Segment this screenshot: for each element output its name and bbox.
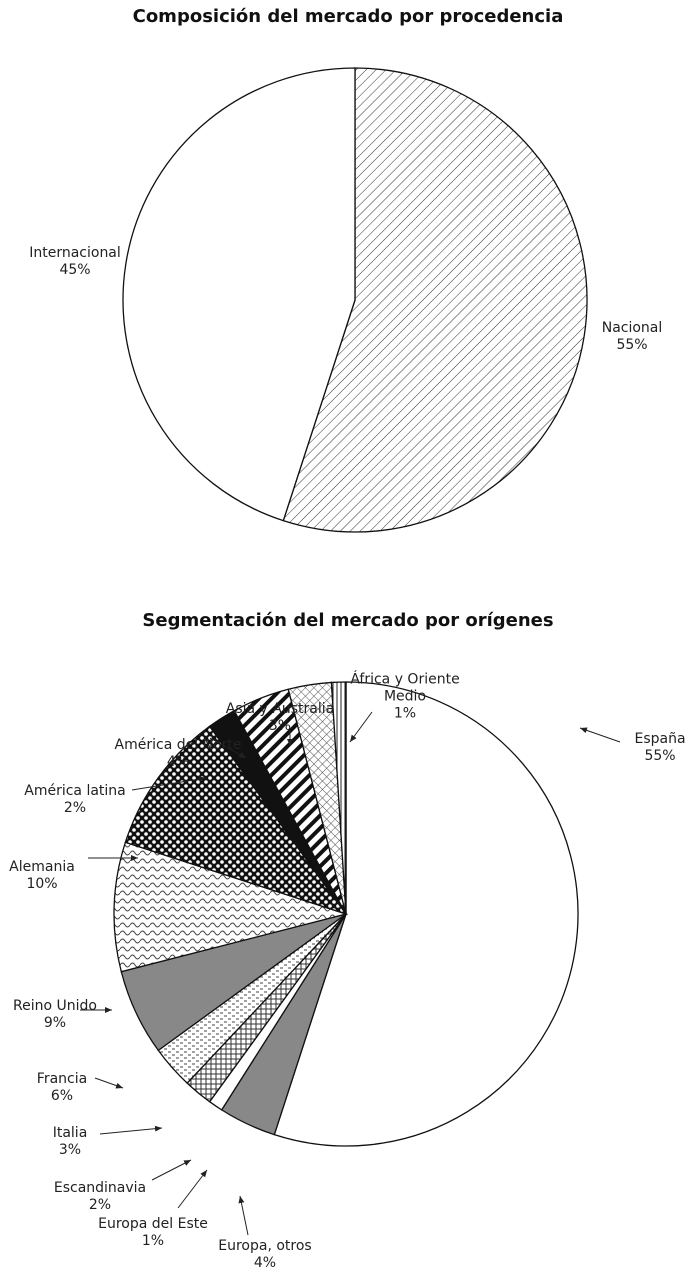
category-label: Nacional xyxy=(601,320,663,336)
category-label: Alemania xyxy=(9,859,75,875)
value-label: 6% xyxy=(50,1088,74,1104)
value-label: 10% xyxy=(26,876,58,892)
arrow xyxy=(94,1077,124,1089)
category-label: África y Oriente Medio xyxy=(350,671,460,705)
slice-label: América del Norte 4% xyxy=(93,737,263,771)
arrow xyxy=(349,711,373,743)
slice-label: Asia y Australia 3% xyxy=(195,701,365,735)
value-label: 9% xyxy=(43,1015,67,1031)
slice-label: Alemania 10% xyxy=(0,859,127,893)
pie-slice xyxy=(124,725,348,916)
value-label: 55% xyxy=(616,337,648,353)
value-label: 1% xyxy=(393,705,417,722)
value-label: 3% xyxy=(268,718,292,734)
arrow xyxy=(99,1125,163,1135)
chart-title: Segmentación del mercado por orígenes xyxy=(142,610,554,631)
slice-label: Francia 6% xyxy=(0,1071,147,1105)
value-label: 55% xyxy=(644,748,676,764)
category-label: Francia xyxy=(36,1071,88,1087)
value-label: 3% xyxy=(58,1142,82,1158)
pie-slice xyxy=(113,841,349,973)
slice-label: Nacional 55% xyxy=(547,320,696,354)
pie-slice xyxy=(273,681,579,1147)
category-label: Europa, otros xyxy=(218,1238,312,1254)
slice-label: Reino Unido 9% xyxy=(0,998,140,1032)
value-label: 4% xyxy=(253,1255,277,1271)
slice-label: América latina 2% xyxy=(0,783,160,817)
value-label: 2% xyxy=(88,1197,112,1213)
value-label: 45% xyxy=(59,262,91,278)
pie-slice xyxy=(282,67,588,533)
arrow xyxy=(151,1159,192,1181)
category-label: Italia xyxy=(52,1125,88,1141)
category-label: Asia y Australia xyxy=(225,701,335,717)
arrow xyxy=(131,776,207,791)
slice-label: España 55% xyxy=(575,731,696,765)
slice-label: Europa, otros 4% xyxy=(180,1238,350,1272)
arrow xyxy=(209,737,247,759)
category-label: Reino Unido xyxy=(13,998,97,1014)
arrow xyxy=(177,1169,208,1209)
pie-slice xyxy=(122,67,356,522)
category-label: América del Norte xyxy=(114,737,242,753)
slice-label: Escandinavia 2% xyxy=(15,1180,185,1214)
slice-label: África y Oriente Medio 1% xyxy=(340,672,470,723)
slice-label: Europa del Este 1% xyxy=(68,1216,238,1250)
category-label: Europa del Este xyxy=(98,1216,208,1232)
slice-label: Italia 3% xyxy=(0,1125,155,1159)
category-label: Internacional xyxy=(29,245,121,261)
slice-label: Internacional 45% xyxy=(0,245,160,279)
value-label: 1% xyxy=(141,1233,165,1249)
value-label: 2% xyxy=(63,800,87,816)
category-label: Escandinavia xyxy=(53,1180,147,1196)
arrow xyxy=(579,727,621,743)
category-label: América latina xyxy=(24,783,126,799)
chart-title: Composición del mercado por procedencia xyxy=(132,6,564,27)
arrow xyxy=(238,1195,249,1236)
category-label: España xyxy=(634,731,686,747)
pie-slice xyxy=(330,681,347,915)
value-label: 4% xyxy=(166,754,190,770)
